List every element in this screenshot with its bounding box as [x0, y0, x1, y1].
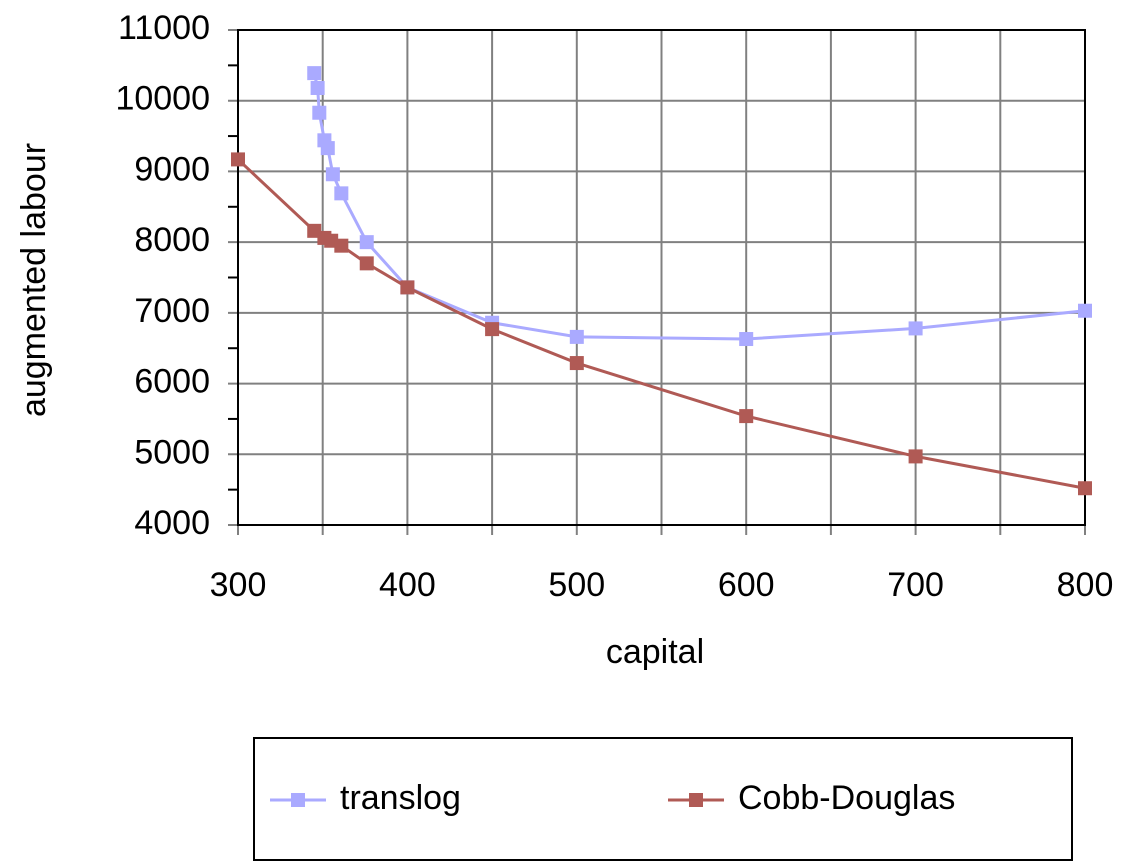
y-tick-label: 8000 — [134, 221, 210, 259]
point — [908, 321, 923, 336]
point — [359, 256, 374, 271]
point — [320, 141, 335, 156]
x-axis-label: capital — [606, 633, 704, 671]
x-tick-label: 800 — [1057, 566, 1114, 604]
point — [359, 235, 374, 250]
point — [1078, 481, 1092, 496]
point — [307, 66, 322, 81]
x-tick-label: 500 — [548, 566, 605, 604]
point — [569, 356, 584, 371]
point — [334, 238, 349, 253]
y-tick-label: 11000 — [118, 9, 210, 47]
y-tick-label: 5000 — [134, 433, 210, 471]
y-axis-label: augmented labour — [15, 143, 53, 417]
y-tick-label: 4000 — [134, 504, 210, 542]
y-tick-label: 7000 — [134, 292, 210, 330]
point — [400, 280, 415, 295]
point — [569, 329, 584, 344]
point — [739, 332, 754, 347]
point — [739, 409, 754, 424]
legend-marker — [689, 793, 703, 807]
plot-frame — [237, 29, 1086, 526]
point — [334, 186, 349, 201]
x-tick-label: 700 — [887, 566, 944, 604]
y-tick-label: 9000 — [134, 150, 210, 188]
x-tick-label: 600 — [718, 566, 775, 604]
legend-label: Cobb-Douglas — [738, 779, 955, 817]
y-tick-label: 10000 — [115, 80, 210, 118]
legend-box — [253, 737, 1073, 861]
point — [1078, 303, 1092, 318]
point — [231, 152, 245, 167]
legend-marker — [291, 793, 305, 807]
point — [485, 322, 500, 337]
y-tick-label: 6000 — [134, 363, 210, 401]
point — [310, 80, 325, 95]
point — [908, 449, 923, 464]
point — [312, 105, 327, 120]
x-tick-label: 300 — [210, 566, 267, 604]
point — [325, 167, 340, 182]
legend-label: translog — [340, 779, 461, 817]
x-tick-label: 400 — [379, 566, 436, 604]
